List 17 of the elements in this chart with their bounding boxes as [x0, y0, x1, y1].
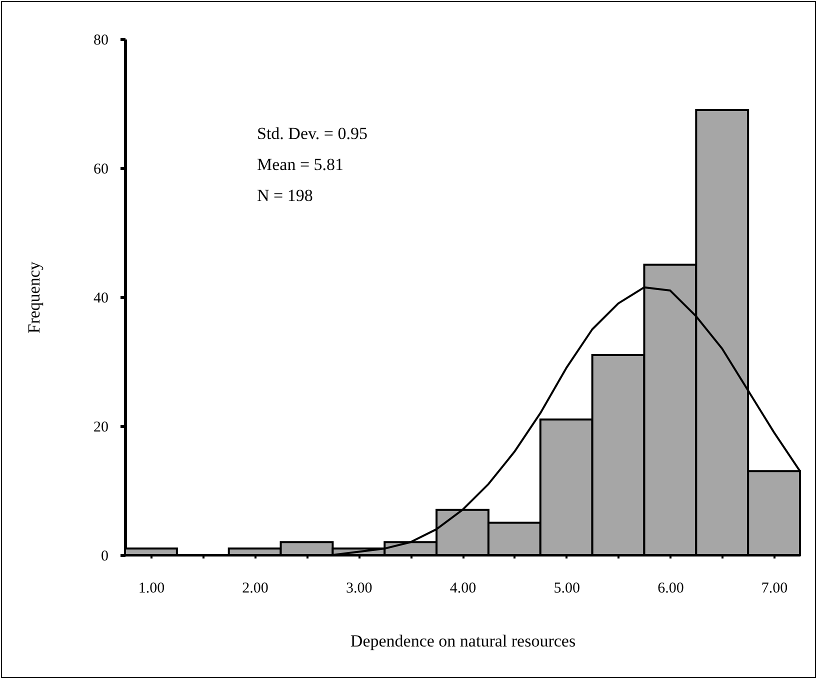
y-tick-label: 40: [94, 290, 108, 306]
annotation: Mean = 5.81: [257, 155, 344, 174]
x-tick-label: 6.00: [658, 580, 684, 596]
x-axis-title: Dependence on natural resources: [350, 632, 576, 650]
x-tick-label: 1.00: [138, 580, 165, 596]
annotation: Std. Dev. = 0.95: [257, 124, 368, 143]
annotation: N = 198: [257, 186, 313, 205]
x-tick-label: 2.00: [242, 580, 268, 596]
y-axis-title: Frequency: [24, 261, 44, 334]
y-tick-label: 20: [94, 420, 108, 436]
y-tick-label: 80: [94, 32, 108, 48]
x-tick-label: 7.00: [761, 580, 788, 596]
x-tick-label: 5.00: [554, 580, 580, 596]
y-tick-label: 60: [94, 162, 108, 178]
y-tick-label: 0: [101, 548, 108, 564]
x-tick-label: 4.00: [450, 580, 476, 596]
x-tick-label: 3.00: [346, 580, 372, 596]
